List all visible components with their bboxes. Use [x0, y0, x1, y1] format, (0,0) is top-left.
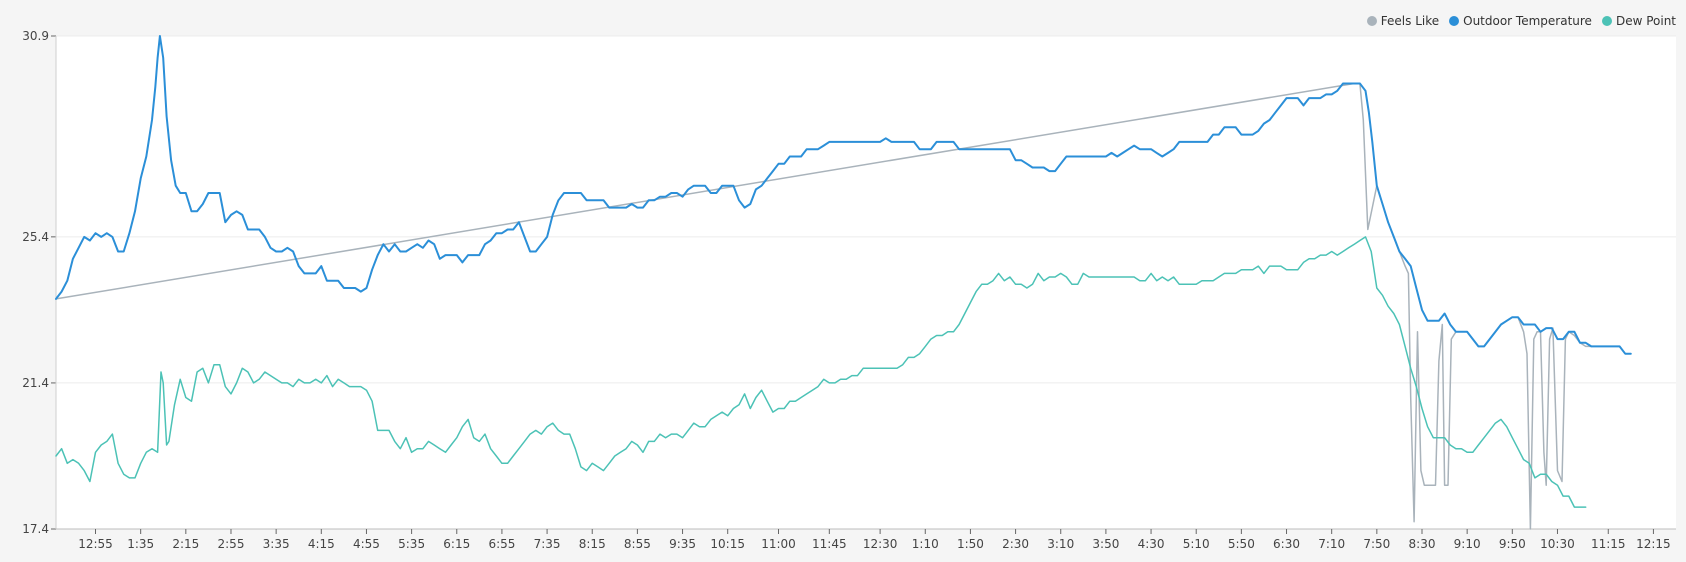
legend-label-feels-like: Feels Like: [1380, 14, 1440, 28]
x-tick-label: 8:15: [579, 537, 606, 551]
y-tick-label: 25.4: [22, 230, 49, 244]
x-tick-label: 2:30: [1002, 537, 1029, 551]
x-tick-label: 5:10: [1183, 537, 1210, 551]
x-tick-label: 12:55: [78, 537, 113, 551]
x-tick-label: 6:15: [443, 537, 470, 551]
x-tick-label: 7:35: [534, 537, 561, 551]
x-tick-label: 8:30: [1409, 537, 1436, 551]
x-tick-label: 9:50: [1499, 537, 1526, 551]
x-tick-label: 12:15: [1636, 537, 1671, 551]
x-tick-label: 12:30: [863, 537, 898, 551]
y-tick-label: 21.4: [22, 376, 49, 390]
x-tick-label: 7:10: [1318, 537, 1345, 551]
legend-dot-feels-like: [1366, 16, 1377, 26]
x-tick-label: 1:50: [957, 537, 984, 551]
x-tick-label: 3:50: [1092, 537, 1119, 551]
x-tick-label: 11:00: [761, 537, 796, 551]
x-tick-label: 9:10: [1454, 537, 1481, 551]
grid-layer: [56, 35, 1676, 530]
x-tick-label: 6:55: [488, 537, 515, 551]
legend-label-dew-point: Dew Point: [1615, 14, 1676, 28]
y-tick-label: 30.9: [22, 29, 49, 43]
x-tick-label: 10:15: [710, 537, 745, 551]
legend-item-dew-point[interactable]: Dew Point: [1601, 14, 1676, 28]
axis-layer: 30.9 25.4 21.4 17.4 12:55 1:35 2:15 2:55 3:35 4:1…: [22, 29, 1676, 551]
series-line-outdoor-temperature[interactable]: [55, 35, 1632, 355]
legend-dot-dew-point: [1601, 16, 1612, 26]
x-tick-label: 6:30: [1273, 537, 1300, 551]
x-tick-label: 3:10: [1047, 537, 1074, 551]
legend-label-outdoor-temperature: Outdoor Temperature: [1463, 14, 1592, 28]
x-tick-label: 5:50: [1228, 537, 1255, 551]
x-tick-label: 9:35: [669, 537, 696, 551]
x-tick-label: 7:50: [1363, 537, 1390, 551]
x-tick-label: 10:30: [1540, 537, 1575, 551]
y-tick-label: 17.4: [22, 522, 49, 536]
legend-item-outdoor-temperature[interactable]: Outdoor Temperature: [1449, 14, 1592, 28]
plot-background: [56, 36, 1676, 529]
series-layer: [55, 35, 1632, 530]
x-tick-label: 1:10: [912, 537, 939, 551]
legend-dot-outdoor-temperature: [1449, 16, 1460, 26]
x-tick-label: 4:30: [1138, 537, 1165, 551]
x-tick-label: 11:45: [812, 537, 847, 551]
legend-item-feels-like[interactable]: Feels Like: [1366, 14, 1440, 28]
x-tick-label: 8:55: [624, 537, 651, 551]
x-tick-label: 4:15: [308, 537, 335, 551]
x-tick-label: 11:15: [1591, 537, 1626, 551]
x-tick-label: 2:15: [172, 537, 199, 551]
x-tick-label: 1:35: [127, 537, 154, 551]
series-line-dew-point[interactable]: [55, 236, 1587, 508]
x-tick-label: 5:35: [398, 537, 425, 551]
x-tick-label: 3:35: [263, 537, 290, 551]
x-tick-label: 2:55: [218, 537, 245, 551]
x-tick-label: 4:55: [353, 537, 380, 551]
chart-legend: Feels Like Outdoor Temperature Dew Point: [1366, 14, 1676, 28]
